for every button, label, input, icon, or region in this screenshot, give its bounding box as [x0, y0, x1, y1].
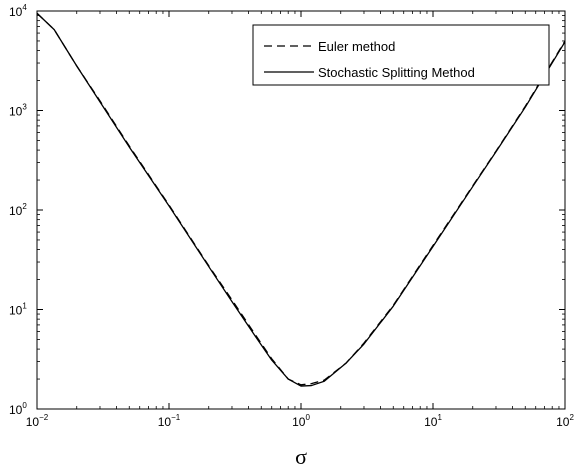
- legend-box: [252, 24, 550, 86]
- axis-ticks: [36, 10, 566, 410]
- y-tick-label: 103: [9, 103, 27, 119]
- legend-label-stochastic: Stochastic Splitting Method: [318, 65, 475, 80]
- y-tick-label: 100: [9, 401, 27, 417]
- x-tick-label: 10−1: [158, 413, 181, 429]
- x-tick-label: 101: [424, 413, 442, 429]
- x-tick-label: 10−2: [26, 413, 49, 429]
- tick-labels: 10−2 10−1 100 101 102 100 101 102 103 104: [9, 3, 574, 429]
- series-layer: [36, 12, 566, 387]
- y-tick-label: 102: [9, 202, 27, 218]
- legend-label-euler: Euler method: [318, 39, 395, 54]
- x-tick-label: 102: [556, 413, 574, 429]
- series-line-stochastic-splitting: [36, 12, 566, 387]
- x-tick-label: 100: [292, 413, 310, 429]
- legend: Euler method Stochastic Splitting Method: [252, 24, 550, 86]
- x-axis-label: σ: [295, 444, 307, 468]
- y-tick-label: 101: [9, 302, 27, 318]
- y-tick-label: 104: [9, 3, 27, 19]
